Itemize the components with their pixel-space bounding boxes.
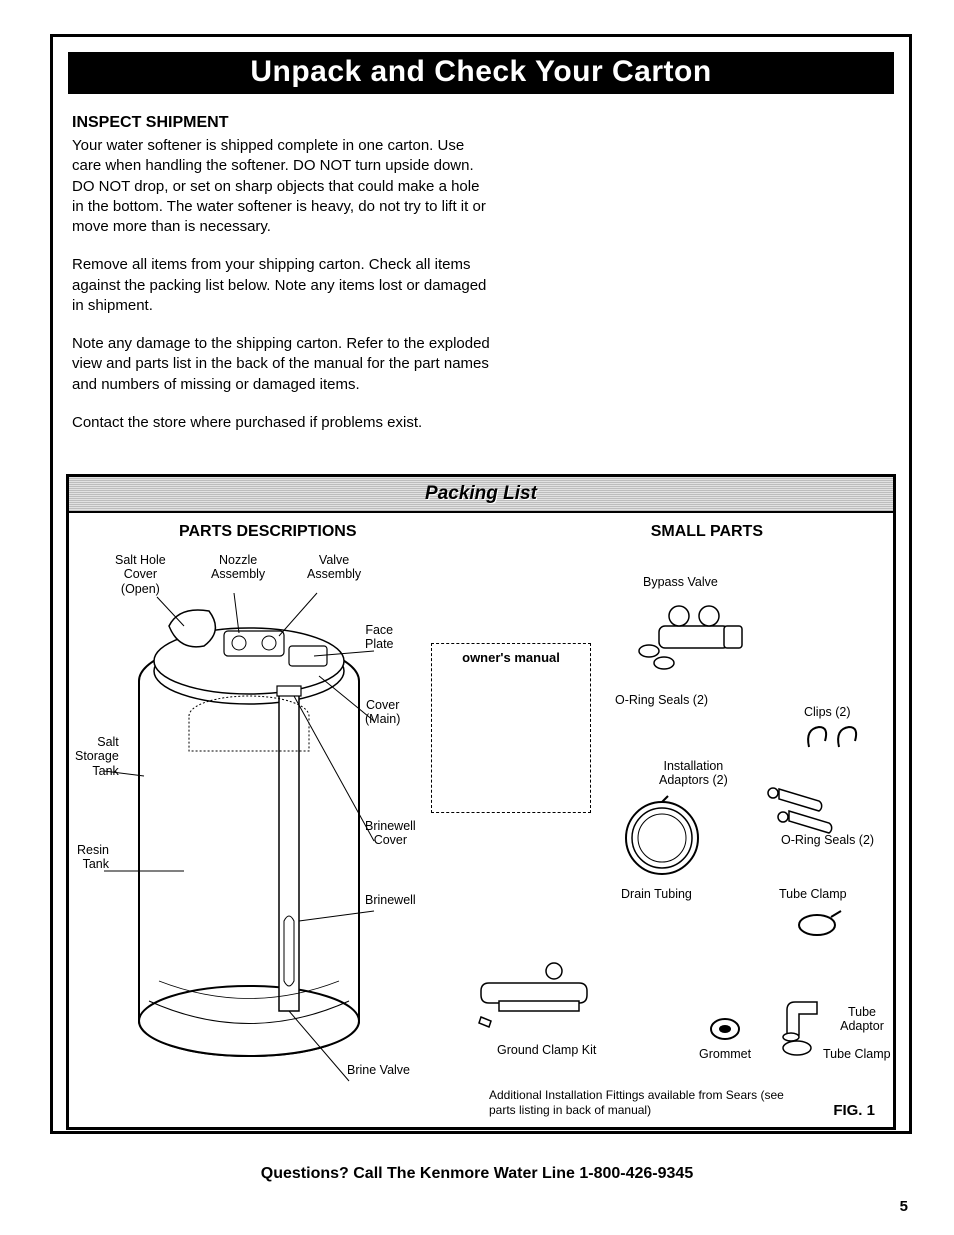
parts-descriptions-heading: PARTS DESCRIPTIONS [179, 523, 357, 541]
content-block: INSPECT SHIPMENT Your water softener is … [72, 114, 890, 451]
label-nozzle-assembly: Nozzle Assembly [211, 553, 265, 582]
ground-clamp-kit-icon [469, 953, 609, 1033]
installation-adaptors-icon [759, 769, 869, 839]
clips-icon [801, 719, 861, 759]
packing-list-body: PARTS DESCRIPTIONS SMALL PARTS [69, 513, 893, 1127]
label-oring-seals-a: O-Ring Seals (2) [615, 693, 708, 707]
label-salt-storage-tank: Salt Storage Tank [75, 735, 119, 778]
inspect-para-2: Remove all items from your shipping cart… [72, 255, 492, 316]
label-face-plate: Face Plate [365, 623, 394, 652]
grommet-icon [705, 1009, 745, 1049]
tube-clamp-icon-a [787, 905, 847, 945]
page-number: 5 [900, 1198, 908, 1215]
label-brinewell: Brinewell [365, 893, 416, 907]
label-salt-hole-cover: Salt Hole Cover (Open) [115, 553, 166, 596]
label-drain-tubing: Drain Tubing [621, 887, 692, 901]
inspect-para-1: Your water softener is shipped complete … [72, 136, 492, 237]
owners-manual-label: owner's manual [462, 650, 560, 665]
label-brinewell-cover: Brinewell Cover [365, 819, 416, 848]
packing-list-title: Packing List [69, 477, 893, 513]
label-bypass-valve: Bypass Valve [643, 575, 718, 589]
inspect-para-4: Contact the store where purchased if pro… [72, 413, 492, 433]
bypass-valve-icon [629, 591, 749, 681]
tube-clamp-icon-b [777, 1035, 817, 1061]
main-unit-diagram [89, 551, 409, 1101]
label-cover-main: Cover (Main) [365, 698, 400, 727]
label-valve-assembly: Valve Assembly [307, 553, 361, 582]
additional-fittings-note: Additional Installation Fittings availab… [489, 1088, 789, 1117]
packing-list-frame: Packing List PARTS DESCRIPTIONS SMALL PA… [66, 474, 896, 1130]
inspect-para-3: Note any damage to the shipping carton. … [72, 334, 492, 395]
label-brine-valve: Brine Valve [347, 1063, 410, 1077]
footer-question-line: Questions? Call The Kenmore Water Line 1… [0, 1165, 954, 1183]
label-tube-clamp-a: Tube Clamp [779, 887, 847, 901]
inspect-heading: INSPECT SHIPMENT [72, 114, 890, 132]
label-resin-tank: Resin Tank [77, 843, 109, 872]
label-tube-clamp-b: Tube Clamp [823, 1047, 891, 1061]
figure-label: FIG. 1 [833, 1102, 875, 1119]
label-clips: Clips (2) [804, 705, 851, 719]
small-parts-heading: SMALL PARTS [651, 523, 763, 541]
owners-manual-box: owner's manual [431, 643, 591, 813]
title-bar: Unpack and Check Your Carton [68, 52, 894, 94]
drain-tubing-icon [617, 793, 707, 883]
label-ground-clamp-kit: Ground Clamp Kit [497, 1043, 596, 1057]
label-oring-seals-b: O-Ring Seals (2) [781, 833, 874, 847]
label-tube-adaptor: Tube Adaptor [831, 1005, 893, 1034]
label-grommet: Grommet [699, 1047, 751, 1061]
label-installation-adaptors: Installation Adaptors (2) [659, 759, 728, 788]
manual-page: Unpack and Check Your Carton INSPECT SHI… [0, 0, 954, 1235]
